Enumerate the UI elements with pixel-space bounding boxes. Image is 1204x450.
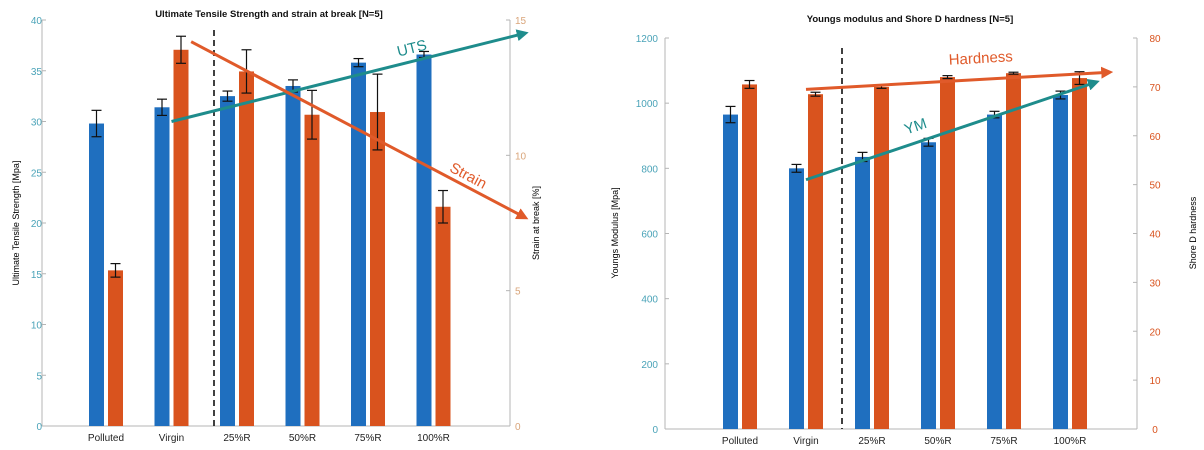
bar xyxy=(1053,95,1068,429)
y-tick-label-left: 5 xyxy=(36,371,42,382)
bar xyxy=(940,77,955,429)
y-axis-label-right: Strain at break [%] xyxy=(531,186,541,260)
x-tick-label: Virgin xyxy=(793,436,818,447)
y-tick-label-right: 40 xyxy=(1149,230,1161,241)
y-tick-label-right: 15 xyxy=(515,16,527,27)
y-tick-label-left: 30 xyxy=(31,118,43,129)
trend-label: YM xyxy=(902,115,929,138)
bar xyxy=(808,94,823,430)
y-tick-label-right: 0 xyxy=(515,422,521,433)
y-axis-label-left: Youngs Modulus [Mpa] xyxy=(610,187,620,278)
x-tick-label: 100%R xyxy=(1054,436,1087,447)
x-tick-label: 25%R xyxy=(858,436,885,447)
y-tick-label-right: 10 xyxy=(1149,376,1161,387)
y-tick-label-right: 5 xyxy=(515,287,521,298)
bar xyxy=(351,62,366,426)
y-tick-label-left: 40 xyxy=(31,16,43,27)
bar xyxy=(742,84,757,430)
y-tick-label-left: 25 xyxy=(31,168,43,179)
x-tick-label: 100%R xyxy=(417,433,450,444)
bar xyxy=(220,96,235,426)
bar xyxy=(89,123,104,426)
y-axis-label-right: Shore D hardness xyxy=(1188,196,1198,269)
trend-arrow xyxy=(171,29,529,123)
bar xyxy=(1006,73,1021,429)
x-tick-label: 50%R xyxy=(289,433,316,444)
y-tick-label-left: 0 xyxy=(652,425,658,436)
trend-arrow xyxy=(190,40,529,220)
chart-title: Ultimate Tensile Strength and strain at … xyxy=(155,9,383,20)
bar xyxy=(285,85,301,426)
y-tick-label-right: 0 xyxy=(1152,425,1158,436)
x-tick-label: Virgin xyxy=(159,433,184,444)
bar xyxy=(239,71,254,426)
y-tick-label-left: 0 xyxy=(36,422,42,433)
y-tick-label-left: 20 xyxy=(31,219,43,230)
bar xyxy=(370,112,385,426)
x-tick-label: 75%R xyxy=(990,436,1017,447)
bar xyxy=(304,114,320,426)
x-tick-label: Polluted xyxy=(88,433,124,444)
x-tick-label: Polluted xyxy=(722,436,758,447)
y-tick-label-left: 35 xyxy=(31,67,43,78)
chart-title: Youngs modulus and Shore D hardness [N=5… xyxy=(807,14,1013,25)
y-tick-label-left: 800 xyxy=(641,164,658,175)
bar xyxy=(154,107,170,426)
uts-strain-chart: Ultimate Tensile Strength and strain at … xyxy=(11,9,541,444)
bar xyxy=(987,114,1002,429)
trend-label: UTS xyxy=(395,37,428,61)
bar xyxy=(921,142,936,429)
bar xyxy=(173,49,189,426)
y-tick-label-left: 1200 xyxy=(636,34,659,45)
y-tick-label-left: 600 xyxy=(641,230,658,241)
trend-label: Hardness xyxy=(948,48,1013,69)
bar xyxy=(108,270,123,426)
y-tick-label-left: 15 xyxy=(31,270,43,281)
trend-arrow xyxy=(805,78,1100,182)
x-tick-label: 50%R xyxy=(924,436,951,447)
bar xyxy=(723,114,738,429)
y-tick-label-right: 70 xyxy=(1149,83,1161,94)
y-tick-label-left: 1000 xyxy=(636,99,659,110)
bar xyxy=(855,156,870,429)
y-tick-label-right: 10 xyxy=(515,151,527,162)
y-tick-label-right: 80 xyxy=(1149,34,1161,45)
y-tick-label-left: 400 xyxy=(641,295,658,306)
y-tick-label-right: 50 xyxy=(1149,181,1161,192)
y-tick-label-right: 30 xyxy=(1149,278,1161,289)
y-tick-label-right: 20 xyxy=(1149,327,1161,338)
bar xyxy=(435,206,451,426)
y-tick-label-left: 200 xyxy=(641,360,658,371)
bar xyxy=(874,86,889,429)
bar xyxy=(1072,78,1087,429)
x-tick-label: 75%R xyxy=(354,433,381,444)
bar xyxy=(416,54,432,426)
y-tick-label-right: 60 xyxy=(1149,132,1161,143)
trend-arrow xyxy=(805,66,1114,91)
y-axis-label-left: Ultimate Tensile Strength [Mpa] xyxy=(11,161,21,286)
bar xyxy=(789,168,804,430)
y-tick-label-left: 10 xyxy=(31,321,43,332)
ym-hardness-chart: Youngs modulus and Shore D hardness [N=5… xyxy=(610,14,1198,447)
x-tick-label: 25%R xyxy=(223,433,250,444)
